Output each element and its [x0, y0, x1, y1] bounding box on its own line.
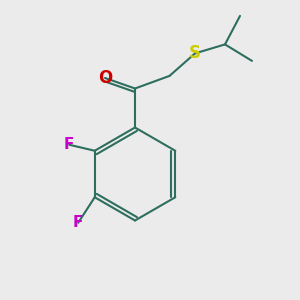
Text: S: S — [189, 44, 201, 62]
Text: F: F — [73, 215, 83, 230]
Text: F: F — [64, 137, 74, 152]
Text: O: O — [98, 69, 112, 87]
